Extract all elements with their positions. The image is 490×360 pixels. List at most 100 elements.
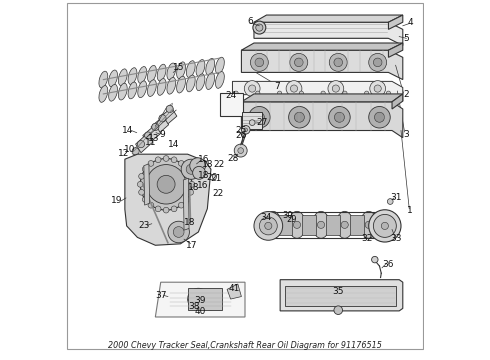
Ellipse shape	[157, 78, 166, 95]
Ellipse shape	[206, 73, 215, 90]
Circle shape	[329, 107, 350, 128]
Circle shape	[386, 91, 391, 95]
Text: 14: 14	[122, 126, 133, 135]
Circle shape	[248, 107, 270, 128]
Text: 18: 18	[184, 218, 195, 227]
Circle shape	[155, 206, 161, 212]
Text: 32: 32	[361, 234, 372, 243]
Ellipse shape	[147, 80, 156, 96]
Ellipse shape	[138, 81, 147, 98]
Text: 18: 18	[201, 160, 213, 169]
Text: 28: 28	[228, 154, 239, 163]
Polygon shape	[125, 154, 211, 245]
Text: 22: 22	[214, 161, 225, 170]
Ellipse shape	[119, 83, 127, 100]
Text: 23: 23	[138, 221, 149, 230]
Circle shape	[388, 199, 393, 204]
Text: 29: 29	[286, 215, 297, 224]
Ellipse shape	[265, 211, 282, 238]
Text: 40: 40	[195, 307, 206, 316]
Circle shape	[188, 174, 194, 179]
Circle shape	[238, 148, 244, 153]
Ellipse shape	[360, 211, 377, 238]
Circle shape	[334, 112, 344, 122]
Circle shape	[329, 53, 347, 71]
Text: 15: 15	[173, 63, 184, 72]
Ellipse shape	[109, 84, 118, 101]
Circle shape	[245, 81, 260, 96]
Polygon shape	[159, 108, 177, 127]
Circle shape	[290, 53, 308, 71]
Polygon shape	[242, 50, 403, 80]
Circle shape	[255, 58, 264, 67]
Ellipse shape	[128, 68, 137, 85]
Circle shape	[242, 126, 250, 134]
Polygon shape	[143, 125, 161, 144]
Circle shape	[265, 222, 272, 229]
Ellipse shape	[216, 57, 224, 74]
Circle shape	[132, 148, 139, 155]
Text: 24: 24	[226, 91, 237, 100]
Circle shape	[171, 206, 177, 212]
Text: 3: 3	[403, 130, 409, 139]
Ellipse shape	[176, 62, 185, 78]
Ellipse shape	[138, 67, 147, 83]
Text: 18: 18	[188, 183, 200, 192]
Text: 19: 19	[111, 196, 122, 205]
Circle shape	[368, 107, 390, 128]
Text: 39: 39	[195, 296, 206, 305]
Circle shape	[234, 144, 247, 157]
Text: 18: 18	[198, 171, 210, 180]
Circle shape	[184, 197, 190, 202]
Text: 31: 31	[390, 193, 401, 202]
Circle shape	[184, 166, 190, 172]
Circle shape	[374, 112, 385, 122]
Ellipse shape	[147, 66, 156, 82]
Bar	[220, 93, 243, 116]
Circle shape	[163, 156, 169, 161]
Polygon shape	[151, 116, 169, 135]
Circle shape	[371, 256, 378, 263]
Text: 13: 13	[148, 134, 160, 143]
Text: 1: 1	[407, 206, 413, 215]
Text: 2: 2	[404, 90, 409, 99]
Ellipse shape	[336, 211, 353, 238]
Text: 11: 11	[145, 138, 156, 147]
Circle shape	[139, 174, 145, 179]
Ellipse shape	[365, 221, 372, 228]
Circle shape	[291, 85, 297, 92]
Polygon shape	[254, 22, 403, 45]
Circle shape	[368, 53, 387, 71]
Polygon shape	[232, 81, 403, 101]
Ellipse shape	[206, 58, 215, 75]
Ellipse shape	[128, 82, 137, 99]
Polygon shape	[242, 102, 403, 138]
Text: 14: 14	[168, 140, 180, 149]
Text: 33: 33	[390, 234, 401, 243]
Polygon shape	[155, 282, 245, 317]
Circle shape	[137, 181, 143, 187]
Ellipse shape	[294, 221, 300, 228]
Text: 36: 36	[382, 260, 393, 269]
Circle shape	[373, 215, 396, 237]
Text: 25: 25	[235, 126, 246, 135]
Ellipse shape	[196, 59, 205, 76]
Circle shape	[343, 91, 347, 95]
Circle shape	[321, 91, 325, 95]
Circle shape	[250, 53, 269, 71]
Polygon shape	[280, 280, 403, 311]
Circle shape	[244, 128, 247, 132]
Circle shape	[166, 105, 173, 113]
Polygon shape	[285, 286, 395, 306]
Circle shape	[157, 175, 175, 193]
Circle shape	[178, 202, 184, 208]
Ellipse shape	[341, 221, 348, 228]
Text: 10: 10	[124, 145, 135, 154]
Circle shape	[332, 85, 340, 92]
Text: 38: 38	[188, 302, 200, 311]
Circle shape	[139, 189, 145, 195]
Ellipse shape	[289, 211, 306, 238]
Text: 34: 34	[260, 213, 271, 222]
Polygon shape	[136, 134, 153, 153]
Text: 30: 30	[282, 211, 293, 220]
